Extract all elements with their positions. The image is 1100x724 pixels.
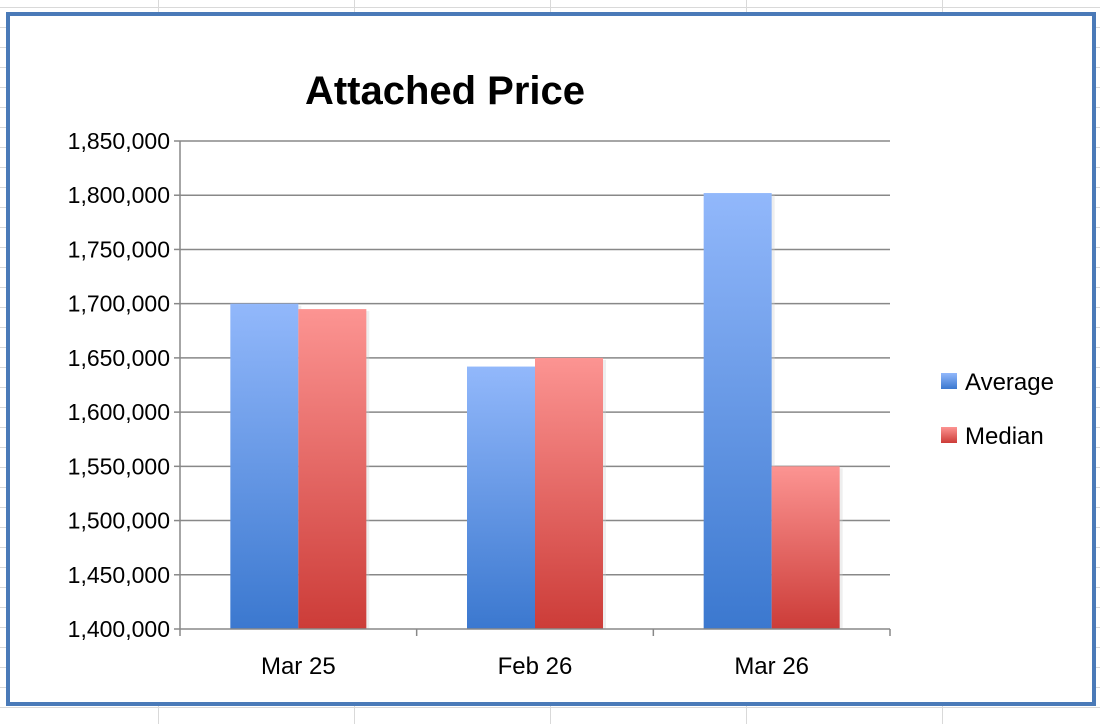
legend: Average Median [941, 369, 1054, 450]
x-tick-label: Mar 25 [261, 653, 336, 680]
legend-label-median: Median [965, 423, 1044, 450]
bar-average-feb-26 [467, 366, 535, 629]
y-tick-label: 1,800,000 [68, 182, 170, 208]
y-tick-label: 1,500,000 [68, 508, 170, 534]
legend-label-average: Average [965, 369, 1054, 396]
y-tick-label: 1,700,000 [68, 291, 170, 317]
bar-average-mar-25 [230, 303, 299, 629]
y-tick-label: 1,650,000 [68, 345, 170, 371]
legend-swatch-median [941, 427, 957, 443]
bar-average-mar-26 [703, 193, 772, 629]
x-tick-label: Mar 26 [734, 653, 809, 680]
legend-swatch-average [941, 373, 957, 389]
y-tick-label: 1,850,000 [68, 128, 170, 154]
bar-median-feb-26 [535, 357, 603, 629]
y-tick-label: 1,600,000 [68, 399, 170, 425]
chart-title: Attached Price [305, 69, 585, 113]
y-axis-tick-labels: 1,400,000 1,450,000 1,500,000 1,550,000 1,60… [68, 128, 180, 642]
y-tick-label: 1,750,000 [68, 236, 170, 262]
y-tick-label: 1,550,000 [68, 453, 170, 479]
bar-median-mar-25 [298, 309, 367, 629]
axes [179, 141, 890, 630]
chart-frame[interactable]: Attached Price 1,400,000 1,450,000 1,500,0… [6, 12, 1096, 706]
bars [230, 193, 843, 629]
y-tick-label: 1,400,000 [68, 616, 170, 642]
x-tick-label: Feb 26 [498, 653, 573, 680]
bar-median-mar-26 [771, 466, 840, 629]
x-axis-tick-labels: Mar 25 Feb 26 Mar 26 [179, 629, 891, 680]
y-tick-label: 1,450,000 [68, 562, 170, 588]
bar-chart: Attached Price 1,400,000 1,450,000 1,500,0… [68, 69, 1054, 680]
